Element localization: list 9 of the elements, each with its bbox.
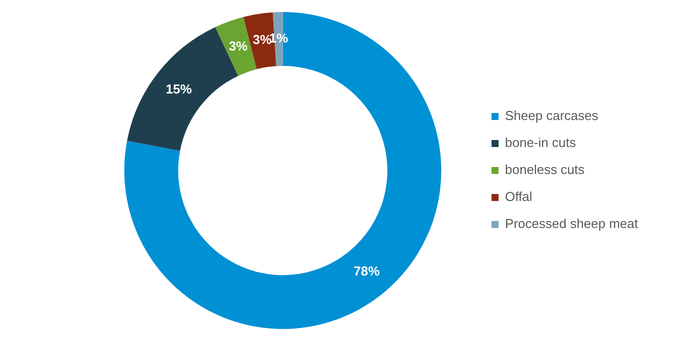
legend-label: boneless cuts	[505, 162, 586, 178]
data-label: 3%	[252, 32, 272, 48]
data-label: 3%	[228, 38, 248, 54]
data-label: 15%	[166, 81, 192, 96]
legend-label: Sheep carcases	[505, 108, 599, 124]
legend-label: Processed sheep meat	[505, 216, 638, 232]
legend-label: bone-in cuts	[505, 135, 576, 150]
data-label: 78%	[354, 263, 380, 278]
legend-label: Offal	[505, 189, 532, 204]
